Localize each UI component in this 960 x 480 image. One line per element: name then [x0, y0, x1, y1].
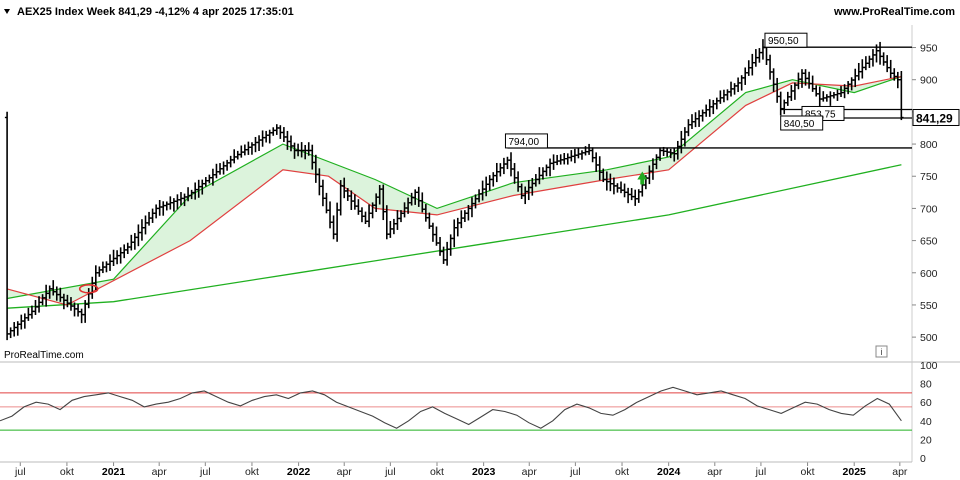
price-pane: 950,50794,00853,75840,509509008508007507… — [0, 25, 960, 462]
level-label-text: 950,50 — [768, 36, 799, 47]
x-tick-label: jul — [199, 466, 211, 478]
level-label-text: 853,75 — [805, 109, 836, 120]
y-tick-label: 750 — [920, 171, 938, 183]
indicator-y-tick-label: 0 — [920, 453, 926, 465]
x-tick-label: apr — [522, 466, 538, 478]
indicator-y-tick-label: 60 — [920, 397, 932, 409]
y-tick-label: 800 — [920, 139, 938, 151]
watermark: ProRealTime.com — [4, 350, 84, 361]
y-tick-label: 950 — [920, 43, 938, 55]
level-label: 950,50 — [764, 32, 808, 48]
x-tick-label: okt — [615, 466, 629, 478]
x-tick-label: 2022 — [287, 466, 311, 478]
x-tick-label: apr — [152, 466, 168, 478]
x-tick-label: 2023 — [472, 466, 496, 478]
last-value-text: 841,29 — [916, 111, 953, 125]
x-tick-label: jul — [569, 466, 581, 478]
indicator-pane: 100 80 60 40 20 0 — [0, 360, 938, 465]
chart-title: AEX25 Index Week 841,29 -4,12% 4 apr 202… — [17, 6, 294, 18]
last-value-badge: 841,29 — [912, 108, 960, 126]
level-label: 794,00 — [504, 133, 548, 149]
svg-text:i: i — [881, 347, 883, 357]
level-label-text: 840,50 — [784, 119, 815, 130]
y-tick-label: 550 — [920, 300, 938, 312]
arrow-up-icon-stem — [640, 179, 645, 185]
x-tick-label: jul — [384, 466, 396, 478]
x-tick-label: 2025 — [843, 466, 867, 478]
x-tick-label: okt — [430, 466, 444, 478]
x-tick-label: 2024 — [657, 466, 681, 478]
x-tick-label: okt — [801, 466, 815, 478]
ma-slow-line — [7, 164, 902, 309]
header-bar — [0, 0, 960, 22]
x-tick-label: jul — [755, 466, 767, 478]
indicator-y-tick-label: 100 — [920, 360, 938, 372]
info-icon[interactable]: i — [875, 345, 888, 358]
x-tick-label: apr — [892, 466, 908, 478]
x-tick-label: okt — [60, 466, 74, 478]
site-link[interactable]: www.ProRealTime.com — [833, 6, 955, 18]
x-axis: jul okt 2021 apr jul okt 2022 apr jul okt 2023 apr j… — [0, 461, 912, 478]
level-label-box — [780, 115, 824, 131]
y-tick-label: 700 — [920, 203, 938, 215]
last-value-box — [912, 108, 960, 126]
x-tick-label: jul — [14, 466, 26, 478]
x-tick-label: 2021 — [102, 466, 126, 478]
indicator-y-tick-label: 80 — [920, 379, 932, 391]
level-label-text: 794,00 — [508, 137, 539, 148]
caret-icon[interactable] — [4, 9, 10, 14]
y-tick-label: 900 — [920, 75, 938, 87]
y-tick-label: 650 — [920, 236, 938, 248]
indicator-y-tick-label: 40 — [920, 416, 932, 428]
y-tick-label: 600 — [920, 268, 938, 280]
indicator-line — [0, 386, 902, 429]
x-tick-label: apr — [707, 466, 723, 478]
indicator-y-tick-label: 20 — [920, 434, 932, 446]
x-tick-label: okt — [245, 466, 259, 478]
y-tick-label: 500 — [920, 332, 938, 344]
x-tick-label: apr — [337, 466, 353, 478]
level-label-box — [764, 32, 808, 48]
signal-marker — [78, 284, 99, 294]
level-label-box — [504, 133, 548, 149]
level-label: 840,50 — [780, 115, 824, 131]
arrow-up-icon — [637, 171, 648, 180]
